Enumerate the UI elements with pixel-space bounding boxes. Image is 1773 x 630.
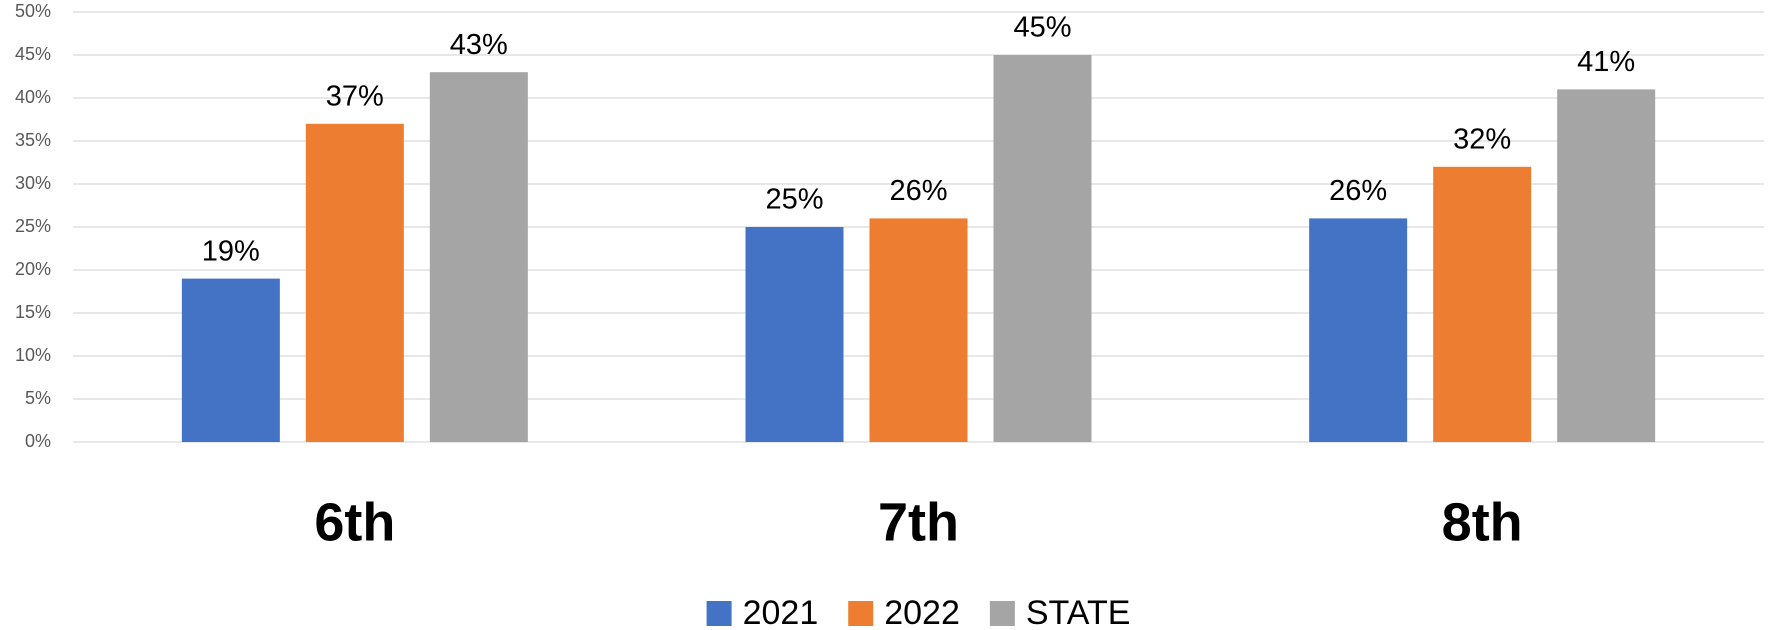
y-tick-label: 5%	[25, 388, 51, 408]
data-label: 26%	[1329, 175, 1387, 207]
legend-swatch	[706, 601, 732, 626]
y-tick-label: 40%	[15, 87, 51, 107]
data-label: 26%	[889, 175, 947, 207]
x-tick-label: 7th	[878, 492, 959, 552]
bar	[1433, 166, 1532, 443]
data-label: 43%	[450, 29, 508, 61]
bar	[1557, 89, 1656, 443]
legend-label: 2022	[884, 594, 960, 630]
legend-swatch	[848, 601, 874, 626]
bar	[993, 55, 1092, 442]
data-label: 37%	[326, 80, 384, 112]
y-tick-label: 35%	[15, 130, 51, 150]
bar	[1309, 218, 1408, 442]
x-tick-label: 8th	[1442, 492, 1523, 552]
bar	[869, 218, 968, 442]
data-label: 41%	[1577, 46, 1635, 78]
data-label: 45%	[1013, 12, 1071, 44]
bar	[305, 123, 404, 443]
x-tick-label: 6th	[314, 492, 395, 552]
y-tick-label: 0%	[25, 431, 51, 451]
bar	[745, 227, 844, 442]
y-tick-label: 25%	[15, 216, 51, 236]
y-tick-label: 10%	[15, 345, 51, 365]
legend-swatch	[989, 601, 1015, 626]
y-tick-label: 20%	[15, 259, 51, 279]
y-tick-label: 15%	[15, 302, 51, 322]
legend-label: STATE	[1026, 594, 1131, 630]
bar	[429, 72, 528, 442]
legend-label: 2021	[743, 594, 819, 630]
y-tick-label: 30%	[15, 173, 51, 193]
bar	[181, 278, 280, 442]
data-label: 19%	[202, 235, 260, 267]
data-label: 25%	[765, 184, 823, 216]
y-tick-label: 50%	[15, 1, 51, 21]
y-tick-label: 45%	[15, 44, 51, 64]
data-label: 32%	[1453, 123, 1511, 155]
